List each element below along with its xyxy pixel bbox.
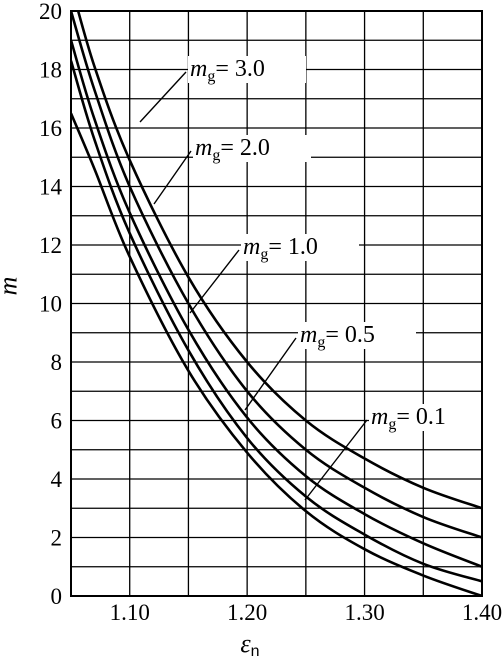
- x-axis-title-main: ε: [240, 629, 251, 658]
- y-axis-title: m: [0, 277, 23, 296]
- annotation-leader-3: [244, 337, 297, 411]
- annotation-bg-1: [193, 135, 311, 162]
- x-axis-title-sub: n: [251, 643, 260, 660]
- annotation-m: m: [243, 234, 260, 260]
- curve-series-0: [76, 11, 482, 510]
- annotation-m: m: [195, 135, 212, 161]
- annotation-leader-2: [189, 249, 240, 314]
- plot-frame: [70, 10, 483, 597]
- y-tick-label: 2: [51, 526, 63, 551]
- x-axis-title: εn: [240, 629, 259, 660]
- annotation-bg-3: [298, 322, 416, 349]
- annotation-sub: g: [212, 147, 220, 164]
- annotation-leader-1: [153, 150, 192, 205]
- annotation-label-3: mg= 0.5: [300, 322, 375, 351]
- annotation-m: m: [300, 322, 317, 348]
- y-tick-label: 20: [39, 0, 62, 24]
- annotation-value: = 2.0: [220, 135, 270, 161]
- annotation-value: = 0.5: [325, 322, 375, 348]
- annotation-leader-4: [304, 419, 368, 501]
- annotation-value: = 1.0: [268, 234, 318, 260]
- curve-series-4: [71, 112, 482, 596]
- y-tick-label: 12: [39, 233, 62, 258]
- annotations: mg= 3.0mg= 2.0mg= 1.0mg= 0.5mg= 0.1: [139, 56, 481, 501]
- x-tick-label: 1.10: [110, 600, 150, 625]
- y-tick-label: 6: [51, 409, 63, 434]
- curve-series-3: [71, 60, 482, 583]
- grid: [70, 10, 483, 597]
- curve-series-2: [71, 39, 482, 568]
- annotation-sub: g: [260, 246, 268, 263]
- x-tick-label: 1.30: [344, 600, 384, 625]
- y-tick-label: 10: [39, 292, 62, 317]
- y-tick-label: 0: [51, 584, 63, 609]
- annotation-value: = 3.0: [215, 56, 265, 82]
- x-tick-label: 1.40: [462, 600, 502, 625]
- annotation-bg-2: [241, 234, 359, 261]
- tick-labels: 1.10 1.20 1.30 1.40 0 2 4 6 8 10 12 14 16 18 20: [39, 0, 502, 625]
- annotation-label-0: mg= 3.0: [190, 56, 265, 85]
- y-tick-label: 14: [39, 175, 63, 200]
- annotation-m: m: [371, 404, 388, 430]
- annotation-sub: g: [317, 334, 325, 351]
- y-tick-label: 18: [39, 58, 62, 83]
- annotation-leader-0: [139, 71, 187, 123]
- curve-series-1: [71, 11, 482, 539]
- annotation-bg-4: [369, 404, 481, 431]
- y-tick-label: 4: [51, 467, 63, 492]
- annotation-bg-0: [188, 56, 306, 83]
- annotation-label-4: mg= 0.1: [371, 404, 446, 433]
- annotation-sub: g: [388, 416, 396, 433]
- annotation-label-2: mg= 1.0: [243, 234, 318, 263]
- annotation-sub: g: [207, 68, 215, 85]
- annotation-label-1: mg= 2.0: [195, 135, 270, 164]
- annotation-m: m: [190, 56, 207, 82]
- curves: [71, 11, 482, 596]
- x-tick-label: 1.20: [227, 600, 267, 625]
- annotation-value: = 0.1: [396, 404, 446, 430]
- y-tick-label: 8: [51, 350, 63, 375]
- y-tick-label: 16: [39, 116, 62, 141]
